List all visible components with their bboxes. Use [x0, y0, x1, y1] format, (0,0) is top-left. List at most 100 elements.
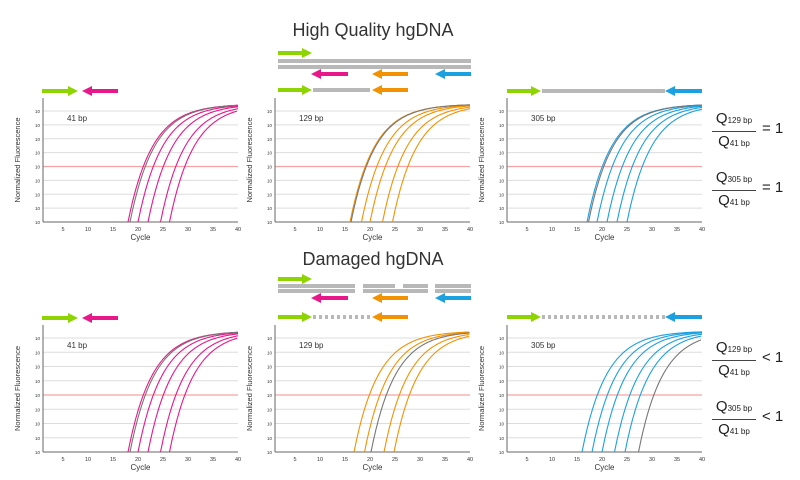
x-tick-label: 15 [110, 227, 116, 233]
x-tick-label: 35 [442, 227, 448, 233]
amplification-curve [381, 106, 471, 223]
x-tick-label: 10 [85, 457, 91, 463]
x-tick-label: 35 [442, 457, 448, 463]
x-tick-label: 5 [293, 457, 296, 463]
amplification-curve [591, 331, 703, 453]
y-tick-label: 10 [35, 450, 41, 455]
x-tick-label: 10 [549, 227, 555, 233]
y-tick-label: 10 [267, 422, 273, 427]
arrow-head [372, 85, 382, 95]
x-tick-label: 10 [549, 457, 555, 463]
arrow-head [311, 69, 321, 79]
control-amplification-curve [350, 104, 470, 223]
x-tick-label: 20 [135, 227, 141, 233]
y-tick-label: 10 [499, 178, 505, 183]
x-tick-label: 40 [467, 227, 473, 233]
arrow-head [531, 312, 541, 322]
y-tick-label: 10 [35, 350, 41, 355]
arrow-head [372, 69, 382, 79]
x-tick-label: 30 [417, 227, 423, 233]
ratio-305-41-high: Q305 bp Q41 bp = 1 [712, 169, 800, 213]
forward-primer [278, 274, 312, 284]
reverse-primer-305 [435, 69, 471, 79]
y-tick-label: 10 [267, 436, 273, 441]
arrow-head [302, 312, 312, 322]
amplification-curve [159, 335, 239, 453]
arrow-head [531, 86, 541, 96]
x-tick-label: 25 [624, 457, 630, 463]
y-tick-label: 10 [267, 365, 273, 370]
arrow-head [68, 313, 78, 323]
x-tick-label: 20 [135, 457, 141, 463]
x-tick-label: 25 [160, 457, 166, 463]
y-tick-label: 10 [499, 436, 505, 441]
x-tick-label: 10 [317, 457, 323, 463]
y-tick-label: 10 [499, 109, 505, 114]
amplification-curve [601, 332, 703, 453]
amplicon-size-label: 41 bp [67, 114, 88, 123]
x-tick-label: 15 [342, 227, 348, 233]
forward-primer-129 [278, 312, 312, 322]
amplification-curve [137, 105, 239, 223]
arrow-head [665, 312, 675, 322]
y-axis-label: Normalized Fluorescence [477, 346, 486, 431]
y-tick-label: 10 [35, 379, 41, 384]
reverse-primer-305 [665, 312, 702, 322]
reverse-primer-41 [311, 293, 348, 303]
amplification-curve [353, 331, 470, 453]
chart-129bp-damaged: 10 10 10 10 10 10 10 10 10 5 10 15 20 25 30 35 40 Cycle No… [245, 325, 473, 472]
title-damaged: Damaged hgDNA [302, 249, 444, 269]
y-tick-label: 10 [267, 165, 273, 170]
chart-305bp-high-quality: 10 10 10 10 10 10 10 10 10 5 10 15 20 25 30 35 40 Cycle No… [477, 98, 705, 242]
amplification-curve [168, 337, 238, 453]
y-axis-label: Normalized Fluorescence [245, 117, 254, 202]
y-tick-label: 10 [499, 365, 505, 370]
y-tick-label: 10 [499, 151, 505, 156]
x-tick-label: 5 [525, 227, 528, 233]
y-tick-label: 10 [35, 192, 41, 197]
x-tick-label: 35 [210, 457, 216, 463]
y-tick-label: 10 [35, 336, 41, 341]
x-tick-label: 40 [235, 227, 241, 233]
control-amplification-curve [370, 332, 470, 453]
y-tick-label: 10 [267, 336, 273, 341]
arrow-head [302, 274, 312, 284]
control-amplification-curve [587, 104, 701, 223]
y-tick-label: 10 [267, 350, 273, 355]
arrow-head [372, 312, 382, 322]
y-tick-label: 10 [499, 450, 505, 455]
y-tick-label: 10 [499, 192, 505, 197]
amplification-curve [147, 106, 239, 223]
x-axis-label: Cycle [130, 463, 151, 472]
x-tick-label: 15 [574, 457, 580, 463]
reverse-primer-129 [372, 85, 408, 95]
reverse-primer-41 [311, 69, 348, 79]
amplification-curve [168, 110, 238, 223]
y-tick-label: 10 [35, 123, 41, 128]
title-high-quality: High Quality hgDNA [292, 20, 454, 40]
x-tick-label: 30 [649, 227, 655, 233]
y-tick-label: 10 [499, 422, 505, 427]
ratio-relation: = 1 [762, 179, 784, 196]
y-axis-label: Normalized Fluorescence [13, 117, 22, 202]
amplicon-size-label: 305 bp [531, 114, 556, 123]
x-axis-label: Cycle [362, 233, 383, 242]
x-tick-label: 15 [574, 227, 580, 233]
amplification-curve [391, 108, 471, 223]
x-tick-label: 5 [293, 227, 296, 233]
x-tick-label: 5 [525, 457, 528, 463]
reverse-primer-41 [82, 313, 118, 323]
ratio-305-41-damaged: Q305 bp Q41 bp < 1 [712, 398, 800, 442]
arrow-head [302, 48, 312, 58]
x-tick-label: 15 [342, 457, 348, 463]
control-amplification-curve [129, 331, 238, 453]
amplification-curve [581, 331, 703, 453]
y-tick-label: 10 [35, 407, 41, 412]
y-tick-label: 10 [35, 137, 41, 142]
arrow-head [311, 293, 321, 303]
ratio-relation: < 1 [762, 349, 784, 366]
x-tick-label: 40 [235, 457, 241, 463]
y-tick-label: 10 [35, 109, 41, 114]
amplification-curve [624, 335, 702, 453]
y-tick-label: 10 [267, 450, 273, 455]
